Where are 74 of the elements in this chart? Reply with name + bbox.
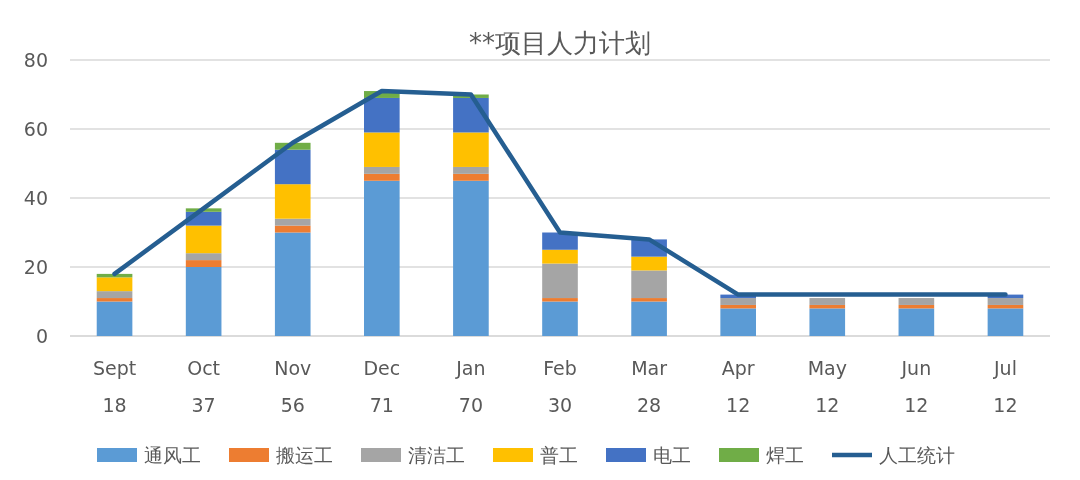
bar	[809, 308, 846, 336]
bar	[364, 97, 400, 133]
bar	[364, 173, 400, 181]
bar	[274, 184, 311, 219]
y-tick-label: 60	[23, 118, 48, 140]
x-tick-label: Dec	[363, 357, 401, 379]
bar	[274, 218, 311, 226]
bar	[631, 298, 667, 302]
data-label: 30	[547, 394, 573, 416]
y-tick-label: 20	[23, 256, 48, 278]
x-tick-label: Jul	[992, 357, 1017, 379]
x-tick-label: May	[807, 357, 847, 379]
legend-label: 人工统计	[879, 444, 955, 466]
x-tick-label: Mar	[631, 357, 668, 379]
legend-label: 搬运工	[276, 444, 333, 466]
bar	[542, 298, 578, 302]
y-tick-label: 40	[23, 187, 48, 209]
bar	[364, 132, 400, 167]
bar	[185, 225, 222, 254]
bar	[987, 308, 1024, 336]
bar	[631, 301, 667, 336]
bar	[96, 298, 133, 302]
data-label: 37	[191, 394, 216, 416]
bar	[453, 166, 489, 174]
legend-label: 焊工	[766, 444, 804, 466]
line-series	[112, 88, 1008, 297]
data-label: 12	[993, 394, 1018, 416]
bar	[720, 298, 756, 305]
bar	[453, 180, 489, 336]
bar	[898, 298, 935, 305]
bar	[809, 298, 846, 305]
x-tick-label: Feb	[543, 357, 577, 379]
bar	[96, 301, 133, 336]
bar	[185, 267, 222, 336]
y-tick-label: 0	[35, 325, 48, 347]
bar	[987, 298, 1024, 305]
bar	[542, 263, 578, 299]
x-tick-label: Nov	[274, 357, 312, 379]
data-label: 12	[726, 394, 751, 416]
data-label: 28	[637, 394, 662, 416]
data-label: 12	[815, 394, 840, 416]
bar	[720, 308, 756, 336]
x-tick-label: Oct	[187, 357, 221, 379]
x-tick-label: Jan	[455, 357, 486, 379]
legend-label: 电工	[653, 444, 691, 466]
bar	[96, 291, 133, 299]
bar	[185, 260, 222, 267]
bar	[96, 277, 133, 292]
y-tick-label: 80	[23, 49, 48, 71]
bar	[453, 173, 489, 181]
bar	[185, 253, 222, 261]
chart-title: **项目人力计划	[469, 28, 651, 58]
bar	[631, 256, 667, 271]
bar	[631, 270, 667, 299]
data-label: 18	[102, 394, 127, 416]
bar	[898, 308, 935, 336]
bar	[274, 232, 311, 336]
data-label: 70	[458, 394, 483, 416]
data-label: 12	[904, 394, 929, 416]
bar	[274, 225, 311, 233]
data-label: 71	[369, 394, 394, 416]
x-tick-label: Apr	[721, 357, 755, 379]
legend-label: 通风工	[144, 444, 201, 466]
bar	[542, 249, 578, 264]
x-tick-label: Jun	[900, 357, 932, 379]
bar	[364, 166, 400, 174]
legend-label: 清洁工	[408, 444, 465, 466]
data-label: 56	[280, 394, 305, 416]
legend-label: 普工	[540, 444, 578, 466]
bar	[274, 149, 311, 185]
bar	[542, 301, 578, 336]
bar	[453, 132, 489, 167]
x-tick-label: Sept	[92, 357, 137, 379]
bar	[364, 180, 400, 336]
